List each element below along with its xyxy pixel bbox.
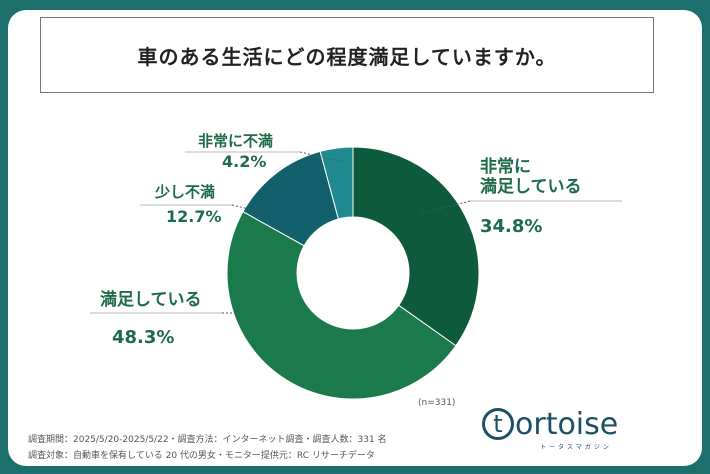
logo-text: ortoise: [515, 407, 619, 442]
leader-line-4: [299, 151, 344, 163]
survey-info-line1: 調査期間：2025/5/20-2025/5/22・調査方法：インターネット調査・…: [28, 435, 387, 445]
survey-info-line2: 調査対象：自動車を保有している 20 代の男女・モニター提供元：RC リサーチデ…: [28, 451, 375, 461]
leader-line-1: [419, 200, 471, 215]
tortoise-logo: t ortoise: [482, 407, 682, 447]
logo-subtext: トータスマガジン: [540, 444, 612, 451]
logo-t-mark: t: [482, 407, 514, 440]
percent-label-3: 12.7%: [166, 207, 222, 226]
category-label-3: 少し不満: [154, 183, 215, 201]
category-label-1: 非常に: [480, 156, 531, 177]
sample-size-label: (n=331): [418, 398, 456, 408]
page-title: 車のある生活にどの程度満足していますか。: [40, 17, 654, 93]
category-label-1: 満足している: [480, 176, 582, 197]
donut-slice-2: [226, 210, 457, 400]
percent-label-1: 34.8%: [480, 216, 542, 237]
category-label-4: 非常に不満: [198, 132, 273, 150]
percent-label-2: 48.3%: [112, 327, 174, 348]
leader-line-3: [231, 204, 263, 213]
donut-slice-4: [319, 146, 354, 220]
percent-label-4: 4.2%: [222, 152, 266, 171]
donut-slice-1: [352, 146, 480, 347]
category-label-2: 満足している: [100, 289, 202, 310]
